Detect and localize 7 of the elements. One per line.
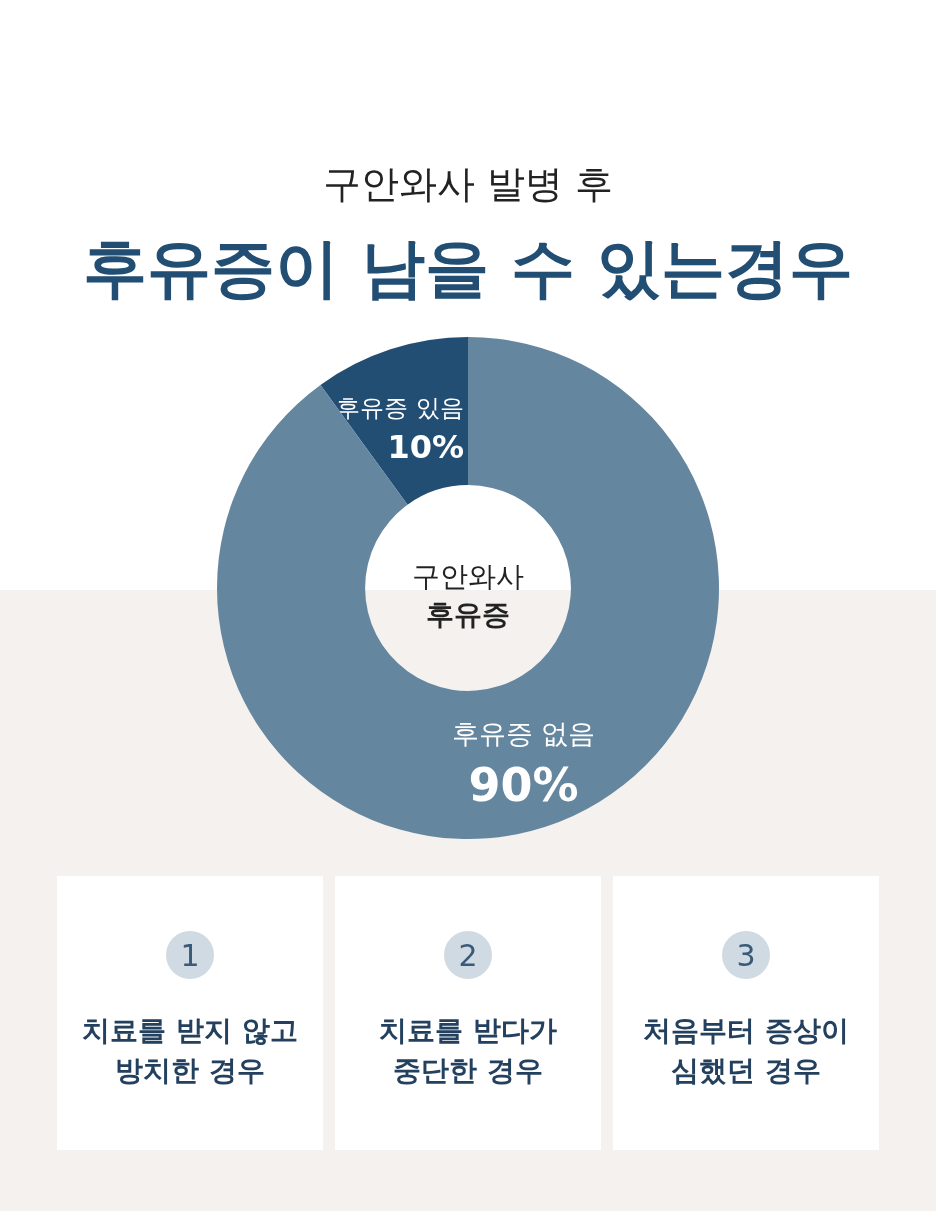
text: 구안와사 후유증: [412, 560, 524, 631]
data-label: 90%: [468, 758, 579, 813]
data-label: 10%: [387, 428, 465, 467]
slice-label: 후유증 없음: [451, 718, 596, 750]
chart-subtitle: 구안와사 발병 후: [322, 162, 614, 206]
chart-title: 후유증이 남을 수 있는경우: [82, 231, 854, 305]
slice-label: 후유증 있음: [336, 394, 465, 423]
